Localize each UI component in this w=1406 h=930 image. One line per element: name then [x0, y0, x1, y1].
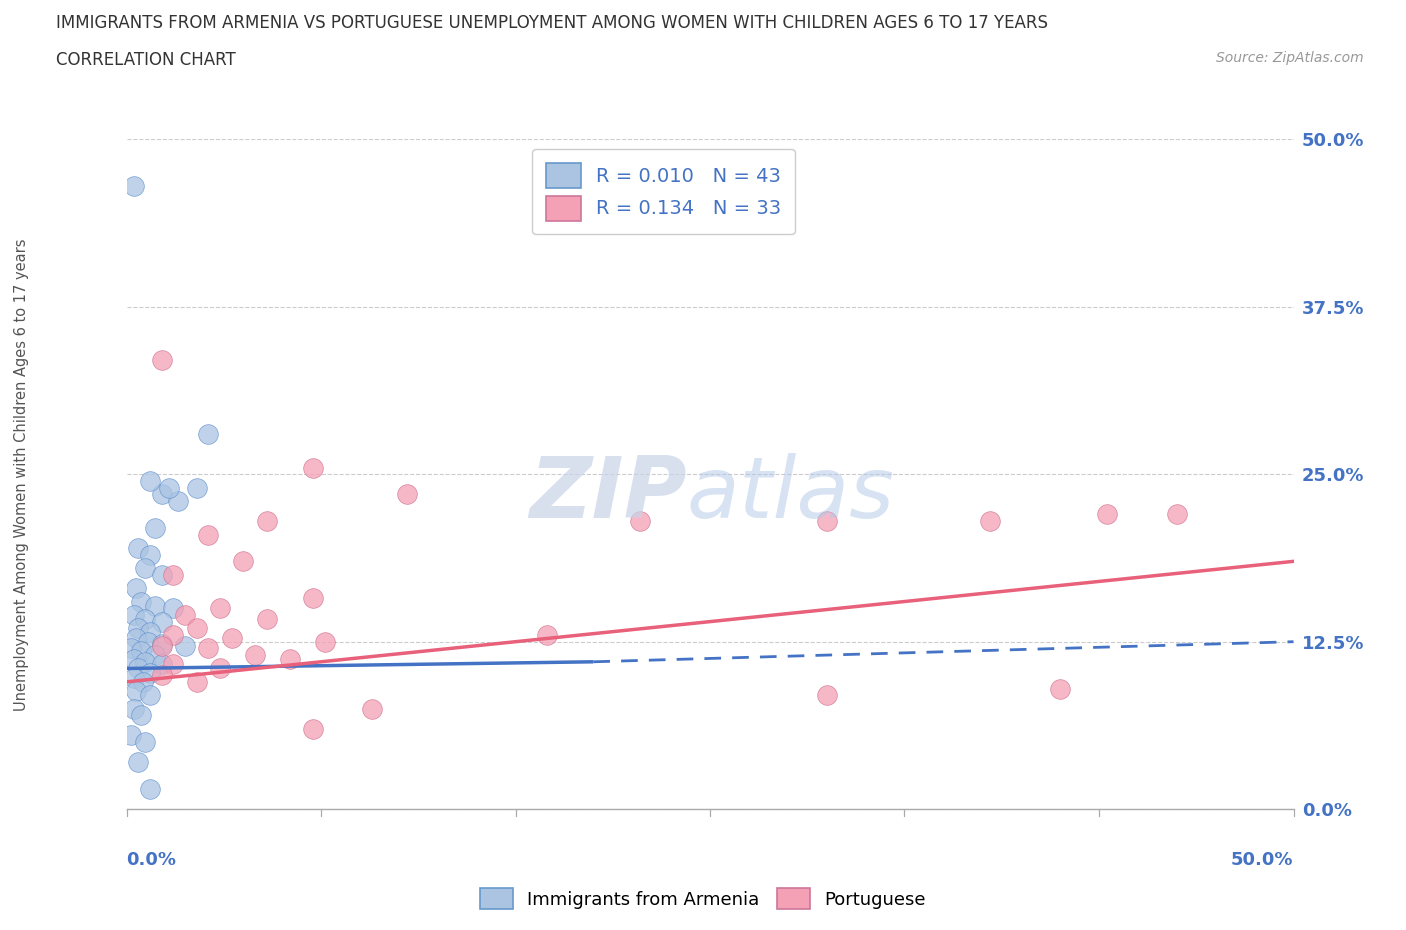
Point [127, 755, 149, 770]
Point [186, 480, 208, 495]
Point [1095, 507, 1118, 522]
Point [143, 598, 166, 613]
Point [134, 735, 156, 750]
Point [122, 652, 145, 667]
Point [162, 567, 184, 582]
Point [127, 621, 149, 636]
Point [122, 607, 145, 622]
Point [150, 638, 173, 653]
Point [536, 628, 558, 643]
Point [150, 353, 173, 368]
Point [150, 487, 173, 502]
Point [314, 634, 336, 649]
Text: 50.0%: 50.0% [1232, 851, 1294, 870]
Point [815, 513, 838, 528]
Point [139, 665, 162, 680]
Point [122, 179, 145, 193]
Point [197, 641, 219, 656]
Point [167, 494, 190, 509]
Point [143, 521, 166, 536]
Point [278, 652, 301, 667]
Point [134, 612, 156, 627]
Point [395, 487, 418, 502]
Point [150, 567, 173, 582]
Point [1166, 507, 1188, 522]
Point [162, 628, 184, 643]
Point [302, 460, 325, 475]
Point [256, 513, 278, 528]
Point [150, 668, 173, 683]
Point [208, 601, 231, 616]
Point [256, 612, 278, 627]
Point [136, 634, 159, 649]
Point [127, 540, 149, 555]
Text: Source: ZipAtlas.com: Source: ZipAtlas.com [1216, 51, 1364, 65]
Point [815, 688, 838, 703]
Text: Unemployment Among Women with Children Ages 6 to 17 years: Unemployment Among Women with Children A… [14, 238, 28, 711]
Text: IMMIGRANTS FROM ARMENIA VS PORTUGUESE UNEMPLOYMENT AMONG WOMEN WITH CHILDREN AGE: IMMIGRANTS FROM ARMENIA VS PORTUGUESE UN… [56, 14, 1049, 32]
Point [208, 661, 231, 676]
Point [122, 671, 145, 685]
Point [628, 513, 651, 528]
Point [360, 701, 382, 716]
Point [157, 480, 180, 495]
Point [232, 554, 254, 569]
Point [162, 601, 184, 616]
Point [197, 527, 219, 542]
Point [162, 657, 184, 671]
Point [139, 781, 162, 796]
Point [125, 684, 148, 698]
Point [150, 637, 173, 652]
Point [139, 547, 162, 562]
Point [134, 655, 156, 670]
Point [150, 614, 173, 629]
Point [150, 657, 173, 671]
Point [221, 631, 243, 645]
Point [302, 590, 325, 604]
Point [979, 513, 1001, 528]
Point [134, 561, 156, 576]
Point [243, 647, 266, 662]
Point [122, 701, 145, 716]
Point [139, 688, 162, 703]
Text: 0.0%: 0.0% [127, 851, 177, 870]
Point [186, 674, 208, 689]
Point [143, 647, 166, 662]
Point [125, 631, 148, 645]
Legend: Immigrants from Armenia, Portuguese: Immigrants from Armenia, Portuguese [472, 881, 934, 916]
Point [125, 580, 148, 595]
Point [132, 674, 155, 689]
Text: ZIP: ZIP [529, 453, 686, 536]
Point [174, 638, 197, 653]
Point [139, 625, 162, 640]
Legend: R = 0.010   N = 43, R = 0.134   N = 33: R = 0.010 N = 43, R = 0.134 N = 33 [531, 149, 794, 234]
Text: atlas: atlas [686, 453, 894, 536]
Point [120, 728, 142, 743]
Point [174, 607, 197, 622]
Point [186, 621, 208, 636]
Point [129, 708, 152, 723]
Point [302, 722, 325, 737]
Text: CORRELATION CHART: CORRELATION CHART [56, 51, 236, 69]
Point [139, 473, 162, 488]
Point [129, 594, 152, 609]
Point [129, 644, 152, 658]
Point [1049, 681, 1071, 696]
Point [127, 661, 149, 676]
Point [197, 427, 219, 442]
Point [120, 641, 142, 656]
